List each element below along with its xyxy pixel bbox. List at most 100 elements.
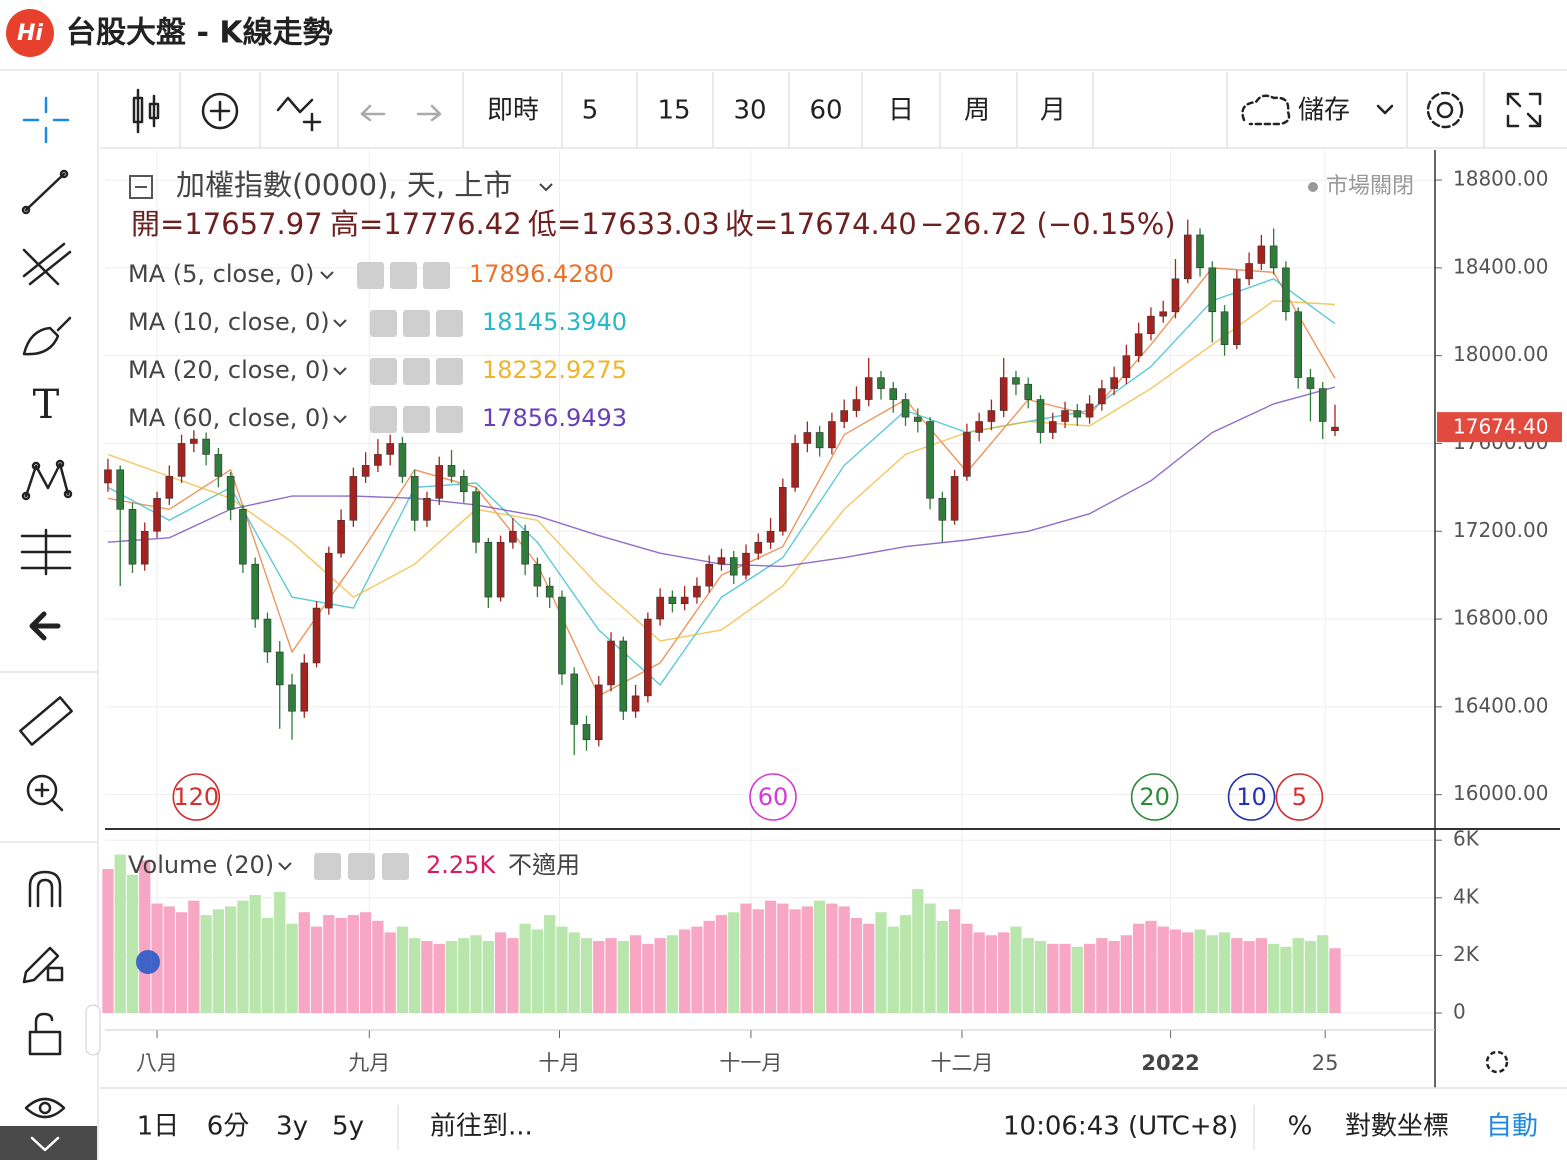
volume-tick-label: 2K xyxy=(1453,942,1480,966)
ma-line xyxy=(107,300,1336,642)
volume-bar xyxy=(826,903,838,1013)
volume-bar xyxy=(1022,938,1034,1013)
magnet-tool[interactable] xyxy=(28,870,62,908)
panel-handle[interactable] xyxy=(85,1004,101,1056)
volume-bar xyxy=(458,938,470,1013)
symbol-label[interactable]: 加權指數(0000), 天, 上市 xyxy=(176,168,512,202)
volume-bar xyxy=(924,903,936,1013)
brush-tool[interactable] xyxy=(22,316,72,356)
goto-button[interactable]: 前往到... xyxy=(430,1112,533,1142)
range-button[interactable]: 1日 xyxy=(137,1112,180,1142)
interval-button[interactable]: 5 xyxy=(582,96,599,126)
undo-button[interactable] xyxy=(360,104,386,122)
range-button[interactable]: 3y xyxy=(276,1112,308,1142)
save-dropdown[interactable] xyxy=(1376,104,1394,115)
interval-button[interactable]: 30 xyxy=(733,96,766,126)
ma-legend-control[interactable] xyxy=(436,310,463,337)
candle-body xyxy=(410,476,419,521)
zoom-tool[interactable] xyxy=(26,774,64,812)
bar-count-marker xyxy=(172,773,221,821)
ruler-tool[interactable] xyxy=(19,696,73,746)
compare-button[interactable] xyxy=(276,96,322,132)
add-indicator-button[interactable] xyxy=(201,92,239,130)
interval-button[interactable]: 60 xyxy=(809,96,842,126)
ma-legend-value: 18232.9275 xyxy=(482,356,627,384)
save-button[interactable]: 儲存 xyxy=(1298,96,1350,126)
interval-button[interactable]: 日 xyxy=(888,96,914,126)
volume-legend-name[interactable]: Volume (20) xyxy=(128,851,274,879)
volume-legend-control[interactable] xyxy=(314,853,341,880)
ma-legend-control[interactable] xyxy=(370,358,397,385)
ma-legend-name[interactable]: MA (5, close, 0) xyxy=(128,260,314,288)
chart-type-button[interactable] xyxy=(132,88,160,134)
interval-button[interactable]: 周 xyxy=(964,96,990,126)
volume-legend-control[interactable] xyxy=(348,853,375,880)
redo-button[interactable] xyxy=(416,104,442,122)
collapse-legend[interactable] xyxy=(129,175,153,199)
volume-bar xyxy=(249,894,261,1013)
ma-legend-control[interactable] xyxy=(436,358,463,385)
candle-body xyxy=(1159,311,1168,317)
ma-legend-control[interactable] xyxy=(370,406,397,433)
bar-count-label: 120 xyxy=(173,783,219,811)
lock-draw-tool[interactable] xyxy=(22,946,64,984)
ma-legend-control[interactable] xyxy=(390,262,417,289)
volume-legend-value: 2.25K xyxy=(426,851,496,879)
ma-legend-name[interactable]: MA (20, close, 0) xyxy=(128,356,330,384)
ma-legend-control[interactable] xyxy=(403,358,430,385)
volume-bar xyxy=(740,903,752,1013)
symbol-dropdown[interactable] xyxy=(539,183,553,192)
volume-bar xyxy=(1218,932,1231,1013)
measure-tool[interactable] xyxy=(20,528,72,576)
line-tool[interactable] xyxy=(21,169,69,215)
pattern-tool[interactable] xyxy=(21,459,73,501)
fullscreen-button[interactable] xyxy=(1506,92,1542,128)
collapse-bar[interactable] xyxy=(0,1126,97,1160)
candle-body xyxy=(779,487,787,532)
pitchfork-tool[interactable] xyxy=(22,242,72,286)
interval-button[interactable]: 月 xyxy=(1040,96,1066,126)
log-button[interactable]: 對數坐標 xyxy=(1345,1112,1449,1142)
crosshair-tool[interactable] xyxy=(22,96,70,144)
candle-body xyxy=(337,519,345,554)
volume-bar xyxy=(1243,941,1255,1013)
volume-bar xyxy=(617,941,629,1013)
volume-legend-control[interactable] xyxy=(382,853,409,880)
ma-legend-control[interactable] xyxy=(436,406,463,433)
volume-bar xyxy=(1206,935,1218,1013)
interval-button[interactable]: 即時 xyxy=(487,96,539,126)
ma-legend-name[interactable]: MA (10, close, 0) xyxy=(128,308,330,336)
volume-bar xyxy=(998,932,1010,1013)
volume-legend-dropdown[interactable] xyxy=(278,862,292,871)
bottom-bar: 前往到... 10:06:43 (UTC+8) % 對數坐標 自動 xyxy=(100,1087,1567,1150)
ma-legend-name[interactable]: MA (60, close, 0) xyxy=(128,404,330,432)
ma-legend-control[interactable] xyxy=(370,310,397,337)
ma-legend-control[interactable] xyxy=(403,310,430,337)
y-tick-label: 16400.00 xyxy=(1453,693,1548,717)
axis-settings[interactable] xyxy=(1485,1050,1509,1074)
auto-button[interactable]: 自動 xyxy=(1486,1112,1538,1142)
ma-legend-dropdown[interactable] xyxy=(333,415,347,424)
logo xyxy=(6,9,54,57)
settings-button[interactable] xyxy=(1426,91,1464,129)
back-tool[interactable] xyxy=(29,611,61,641)
volume-bar xyxy=(764,900,777,1013)
percent-button[interactable]: % xyxy=(1288,1112,1313,1142)
candle-body xyxy=(1085,403,1094,418)
volume-bar xyxy=(593,941,605,1013)
ma-legend-control[interactable] xyxy=(403,406,430,433)
ma-legend-dropdown[interactable] xyxy=(333,319,347,328)
ma-legend-dropdown[interactable] xyxy=(320,271,334,280)
ma-legend-dropdown[interactable] xyxy=(333,367,347,376)
range-button[interactable]: 5y xyxy=(332,1112,364,1142)
text-tool[interactable]: T xyxy=(33,382,60,428)
ma-legend-control[interactable] xyxy=(423,262,450,289)
volume-bar xyxy=(789,909,801,1013)
ma-legend-control[interactable] xyxy=(357,262,384,289)
visibility-tool[interactable] xyxy=(24,1097,66,1119)
volume-bar xyxy=(887,926,899,1013)
interval-button[interactable]: 15 xyxy=(657,96,690,126)
range-button[interactable]: 6分 xyxy=(207,1112,250,1142)
lock-tool[interactable] xyxy=(28,1012,62,1056)
